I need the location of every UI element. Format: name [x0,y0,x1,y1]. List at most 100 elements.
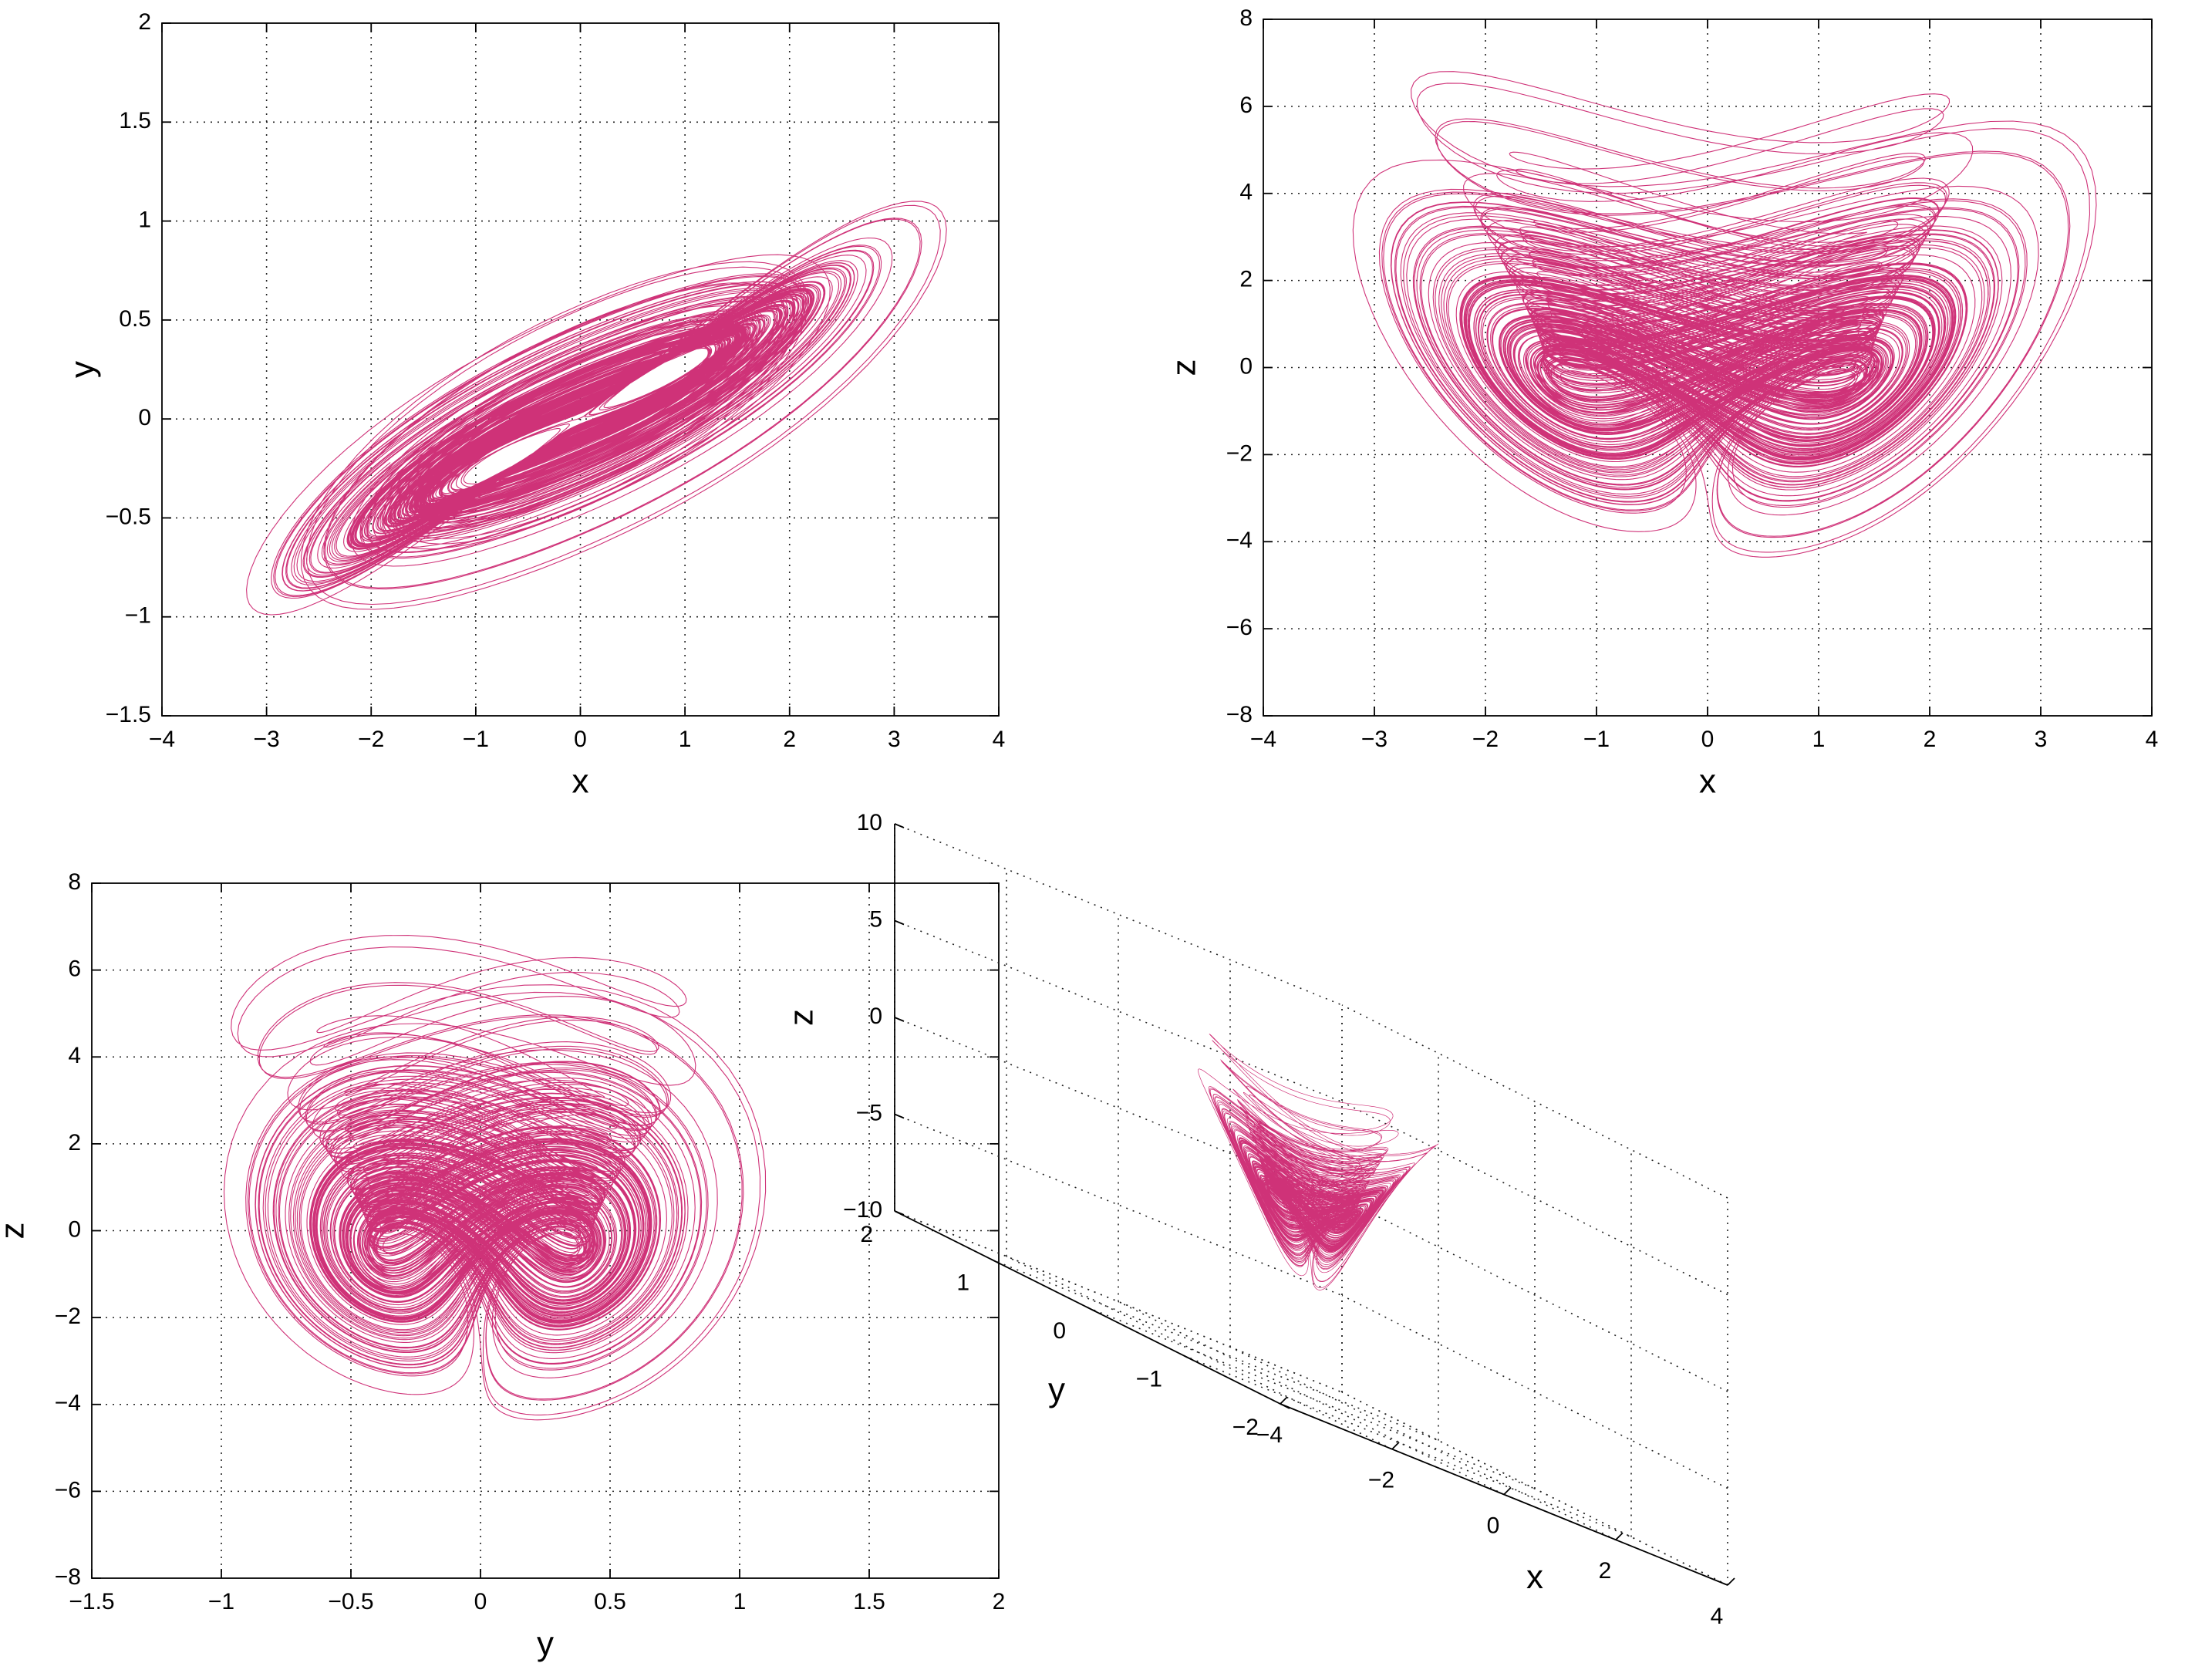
grid-floor-y [990,1258,1439,1442]
x-tick-label: 0 [1487,1513,1500,1538]
x-tick-label: −2 [1472,727,1499,752]
y-tick-label: 1.5 [119,108,151,133]
x-tick-label: 1 [733,1589,747,1614]
z-tick-label: 10 [857,810,882,835]
y-tick-label: −2 [1226,440,1253,466]
z-tick-label: −5 [856,1100,882,1125]
grid-floor-x [1006,1256,1393,1450]
x-tick-label: 2 [993,1589,1006,1614]
z-tick [894,1017,905,1022]
y-axis-label: y [64,361,102,378]
grid-wall-yz [1341,1101,1728,1296]
x-tick [1391,1442,1400,1450]
y-tick-label: 2 [1239,267,1253,292]
x-tick-label: 0 [1701,727,1715,752]
x-tick-label: −3 [254,727,280,752]
trajectory-line [1352,71,2097,558]
y-tick-label: 0 [1239,353,1253,379]
z-tick-label: 5 [869,906,882,932]
z-tick-label: 0 [869,1004,882,1029]
y-tick-label: 2 [68,1130,81,1155]
x-tick-label: −1 [463,727,489,752]
y-tick [1280,1403,1290,1409]
y-tick-label: 0 [1053,1318,1066,1344]
x-tick-label: 1 [679,727,692,752]
grid-wall-xz [894,919,1343,1103]
grid-wall-yz [1341,1004,1728,1199]
y-tick-label: 2 [860,1222,873,1247]
y-tick-label: 6 [1239,93,1253,118]
x-tick-label: −1 [208,1589,234,1614]
y-tick-label: 4 [1239,180,1253,205]
y-tick-label: −8 [55,1564,81,1590]
x-tick-label: 0 [474,1589,487,1614]
z-tick [894,1113,905,1119]
trajectory-line [223,935,767,1421]
x-tick [1615,1532,1623,1540]
y-tick-label: 1 [956,1270,969,1295]
grid-wall-yz [1341,1392,1728,1586]
grid-wall-xz [894,823,1343,1006]
x-tick-label: −4 [149,727,175,752]
x-tick [1727,1577,1735,1586]
y-tick-label: −6 [1226,615,1253,640]
y-tick-label: −1 [1136,1366,1162,1392]
y-tick-label: −4 [1226,528,1253,553]
x-tick-label: 2 [1599,1558,1612,1584]
panel-xz: −4 −3 −2 −1 0 1 2 3 4 −8 −6 −4 −2 0 2 4 6 8 x z [1165,5,2159,801]
x-tick-label: 3 [888,727,901,752]
x-tick-label: 4 [993,727,1006,752]
x-tick-label: −2 [1368,1468,1394,1493]
x-tick-label: 1.5 [853,1589,885,1614]
y-tick-label: −6 [55,1477,81,1503]
x-axis-label: y [537,1625,554,1663]
y-tick-label: −2 [1232,1415,1259,1440]
y-tick-label: 0.5 [119,306,151,332]
y-tick-label: −8 [1226,702,1253,727]
grid-floor-x [1118,1300,1505,1496]
z-axis-label: z [783,1009,821,1026]
y-tick-label: 6 [68,956,81,982]
y-tick-label: 1 [138,207,151,232]
grid-wall-yz [1341,1294,1728,1489]
z-tick-label: −10 [843,1197,882,1223]
x-tick-label: 0 [574,727,587,752]
x-axis-label: x [1526,1558,1543,1596]
x-tick-label: −0.5 [328,1589,373,1614]
x-tick-label: −3 [1361,727,1387,752]
y-tick-label: −1 [125,603,151,629]
x-tick-label: 4 [2146,727,2159,752]
y-tick [1087,1307,1098,1313]
x-axis-label: x [572,763,589,801]
x-tick-label: −2 [358,727,384,752]
y-tick-label: −0.5 [106,504,151,529]
panel-xy: −4 −3 −2 −1 0 1 2 3 4 −1.5 −1 −0.5 0 0.5 1 1.5 2 x y [64,9,1006,801]
trajectory-line [246,201,947,616]
grid-wall-yz [1341,1198,1728,1392]
y-tick-label: −1.5 [106,702,151,727]
y-tick-label: 0 [68,1216,81,1242]
x-tick-label: 0.5 [594,1589,626,1614]
x-tick-label: −1 [1583,727,1610,752]
y-tick-label: 0 [138,405,151,430]
y-tick-label: 8 [1239,5,1253,31]
x-tick-label: 2 [1924,727,1937,752]
y-tick-label: 8 [68,869,81,895]
y-axis-label: z [1165,359,1203,376]
x-tick-label: −4 [1256,1422,1283,1448]
x-tick-label: 1 [1812,727,1826,752]
x-tick-label: −4 [1250,727,1276,752]
x-tick-label: 4 [1711,1604,1724,1629]
y-tick-label: −4 [55,1391,81,1416]
x-tick-label: 3 [2035,727,2048,752]
x-axis-label: x [1699,763,1716,801]
y-tick-label: 4 [68,1043,81,1068]
x-tick-label: −1.5 [69,1589,114,1614]
grid-floor-y [1183,1354,1632,1538]
y-tick [990,1258,1001,1265]
trajectory-line-3d [1198,1034,1439,1290]
z-tick [894,919,905,926]
y-tick-label: 2 [138,9,151,35]
